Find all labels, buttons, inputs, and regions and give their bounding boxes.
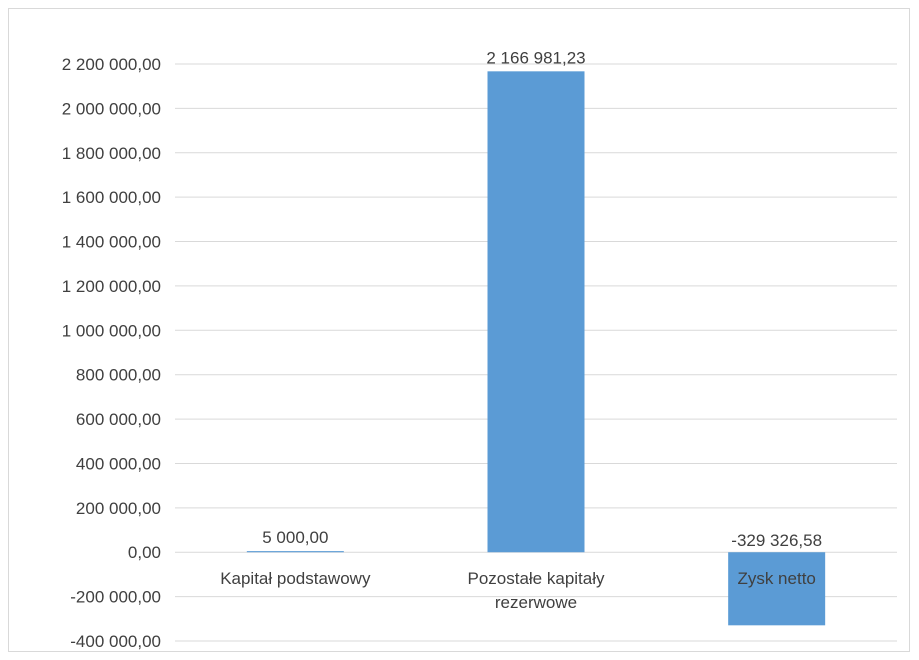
category-label: Pozostałe kapitały (467, 569, 605, 588)
y-tick-label: 0,00 (128, 543, 161, 562)
y-tick-label: -200 000,00 (70, 588, 161, 607)
category-label: rezerwowe (495, 593, 577, 612)
y-tick-label: 600 000,00 (76, 410, 161, 429)
category-label: Zysk netto (737, 569, 815, 588)
y-tick-label: 1 600 000,00 (62, 188, 161, 207)
category-label: Kapitał podstawowy (220, 569, 371, 588)
data-label-2: 2 166 981,23 (486, 48, 585, 67)
y-tick-label: 1 400 000,00 (62, 233, 161, 252)
data-label-1: 5 000,00 (262, 528, 328, 547)
y-tick-label: 2 200 000,00 (62, 55, 161, 74)
y-tick-label: 1 000 000,00 (62, 321, 161, 340)
y-tick-label: 800 000,00 (76, 366, 161, 385)
category-labels: Kapitał podstawowy Pozostałe kapitały reze… (220, 569, 816, 612)
y-tick-label: 1 800 000,00 (62, 144, 161, 163)
bar-chart: 2 200 000,00 2 000 000,00 1 800 000,00 1 60… (62, 48, 897, 651)
data-labels: 5 000,00 2 166 981,23 -329 326,58 (262, 48, 822, 550)
bar-2 (487, 71, 585, 553)
chart-frame: 2 200 000,00 2 000 000,00 1 800 000,00 1 60… (8, 8, 910, 652)
bar-3 (728, 552, 826, 626)
y-axis-tick-labels: 2 200 000,00 2 000 000,00 1 800 000,00 1 60… (62, 55, 161, 651)
y-tick-label: 1 200 000,00 (62, 277, 161, 296)
y-tick-label: -400 000,00 (70, 632, 161, 651)
y-tick-label: 2 000 000,00 (62, 99, 161, 118)
bar-1 (246, 551, 344, 553)
data-label-3: -329 326,58 (731, 531, 822, 550)
y-tick-label: 200 000,00 (76, 499, 161, 518)
bars (246, 71, 826, 626)
y-tick-label: 400 000,00 (76, 454, 161, 473)
